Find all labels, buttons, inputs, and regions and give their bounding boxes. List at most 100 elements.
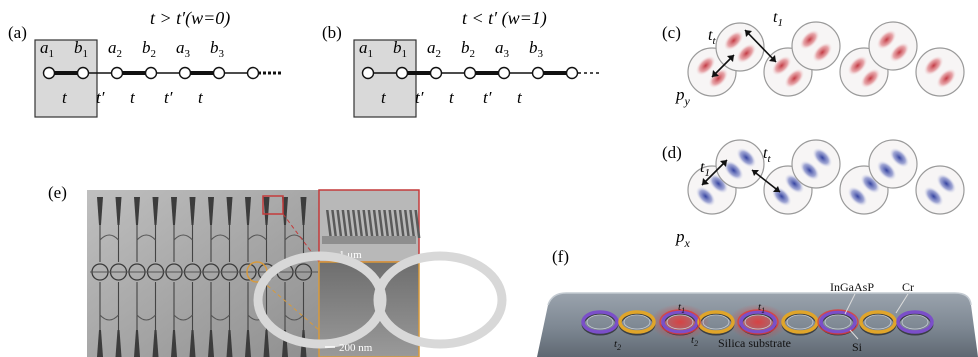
panel-e-grating-coupler xyxy=(97,197,103,225)
panel-e-device-array xyxy=(90,197,318,357)
panel-b-site xyxy=(361,66,375,80)
panel-f-gain-glow xyxy=(728,304,788,340)
panel-a-site-label: a1 xyxy=(40,38,54,60)
panel-e-grating-tooth xyxy=(346,210,353,238)
panel-e-grating-tooth xyxy=(357,210,364,238)
panel-a-bond-label: t xyxy=(198,88,204,107)
panel-b-site-label: a2 xyxy=(427,38,441,60)
panel-a-site-label: b1 xyxy=(74,38,88,60)
panel-a-site xyxy=(212,66,226,80)
panel-e-bend xyxy=(284,314,304,321)
panel-b-bond-label: t xyxy=(449,88,455,107)
panel-e-grating-tooth xyxy=(331,210,338,238)
panel-f-active-mode xyxy=(817,309,859,335)
panel-d-mode-lobe xyxy=(812,147,833,168)
panel-f-microring xyxy=(781,310,819,334)
panel-b-site-label: b2 xyxy=(461,38,475,60)
panel-e-grating-coupler xyxy=(134,330,140,357)
panel-f-coupling-4: t2 xyxy=(691,334,698,348)
panel-d-orbital: px xyxy=(675,227,691,250)
panel-b-site-label: a3 xyxy=(495,38,510,60)
panel-d-arrow-left-tail xyxy=(720,160,727,167)
panel-b-bond-label: t′ xyxy=(415,88,424,107)
panel-a-site-label: a2 xyxy=(108,38,122,60)
panel-c-mode-lobe xyxy=(736,43,757,64)
panel-b-unit-cell xyxy=(353,39,417,118)
panel-a-site xyxy=(246,66,260,80)
panel-f-ring-inner xyxy=(744,314,772,330)
panel-f-slab-edge xyxy=(547,292,972,306)
panel-b: (b) t < t′ (w=1) a1 b1 a2 b2 a3 b3 t t′ t t′ t xyxy=(322,8,600,118)
panel-f-microring xyxy=(819,310,857,334)
panel-f-material-si: Si xyxy=(852,340,863,354)
panel-e-grating-coupler xyxy=(263,197,270,225)
panel-e-grating-coupler xyxy=(97,330,103,357)
panel-d-resonators xyxy=(687,139,965,215)
panel-e-grating-coupler xyxy=(245,330,251,357)
panel-a-label: (a) xyxy=(8,23,27,42)
panel-e-grating-coupler xyxy=(189,197,196,225)
panel-c-mode-lobe xyxy=(847,55,868,76)
panel-b-chain: a1 b1 a2 b2 a3 b3 t t′ t t′ t xyxy=(359,38,600,107)
panel-a-site-label: a3 xyxy=(176,38,191,60)
panel-f: (f) InGaAsP Cr Si Silica substrate t1 t1… xyxy=(537,247,978,357)
panel-c-arrow-right-head xyxy=(745,30,752,37)
panel-e-grating-coupler xyxy=(134,197,140,225)
panel-e-grating-tooth xyxy=(378,210,384,238)
panel-f-microring xyxy=(661,310,699,334)
panel-d-mode-lobe xyxy=(736,147,757,168)
panel-e-grating-coupler xyxy=(115,330,122,357)
panel-d-arrow-left xyxy=(701,159,728,186)
panel-d-resonator xyxy=(868,139,918,189)
panel-f-ingaasp-pointer xyxy=(844,293,856,315)
panel-a-site xyxy=(144,66,158,80)
panel-a-site-label: b2 xyxy=(142,38,156,60)
panel-e-grating-tooth xyxy=(414,210,421,238)
panel-e-grating-coupler xyxy=(171,330,177,357)
panel-c-mode-lobe xyxy=(876,29,897,50)
panel-f-ring-inner xyxy=(586,314,614,330)
panel-c-label: (c) xyxy=(662,23,681,42)
panel-c-arrow-right xyxy=(744,29,777,63)
panel-e-grating-base xyxy=(322,236,416,244)
panel-b-site-label: a1 xyxy=(359,38,373,60)
panel-b-site xyxy=(531,66,545,80)
panel-d-mode-lobe xyxy=(695,186,716,207)
panel-e-grating-tooth xyxy=(367,210,374,238)
panel-f-label: (f) xyxy=(552,247,569,266)
panel-d-arrow-right-head xyxy=(752,170,759,176)
panel-b-bond-label: t xyxy=(381,88,387,107)
panel-e-bend xyxy=(173,234,193,241)
panel-e-bend xyxy=(99,234,119,241)
panel-a-unit-cell xyxy=(34,39,98,118)
panel-e: (e) 1 μm 200 nm xyxy=(48,183,507,357)
panel-c-mode-lobe xyxy=(923,55,944,76)
panel-c-mode-lobe xyxy=(784,68,805,89)
panel-b-site xyxy=(429,66,443,80)
panel-b-site xyxy=(395,66,409,80)
panel-e-bend xyxy=(210,234,230,241)
panel-a: (a) t > t′(w=0) a1 b1 a2 b2 a3 b3 t t′ t t′ t xyxy=(8,8,281,118)
panel-d-mode-lobe xyxy=(923,186,944,207)
panel-f-si-pointer xyxy=(849,329,859,340)
panel-e-grating-tooth xyxy=(352,210,358,238)
panel-e-label: (e) xyxy=(48,183,67,202)
panel-d-resonator xyxy=(715,139,765,189)
panel-c-resonator xyxy=(791,21,841,71)
panel-f-microring xyxy=(618,310,656,334)
panel-e-zoom-line-bottom xyxy=(261,280,320,331)
panel-c-arrow-left-tail xyxy=(727,55,734,62)
panel-f-material-ingaasp: InGaAsP xyxy=(830,280,874,294)
panel-e-grating-tooth xyxy=(362,210,369,238)
panel-a-bond-label: t′ xyxy=(164,88,173,107)
panel-e-grating-tooth xyxy=(383,210,390,238)
panel-e-grating-tooth xyxy=(409,210,416,238)
panel-d-resonator xyxy=(915,165,965,215)
panel-b-site-label: b1 xyxy=(393,38,407,60)
panel-e-bend xyxy=(136,314,156,321)
panel-e-grating-tooth xyxy=(398,210,405,238)
panel-d-mode-lobe xyxy=(723,160,744,181)
panel-f-ring-inner xyxy=(623,314,651,330)
panel-c-resonator xyxy=(868,21,918,71)
